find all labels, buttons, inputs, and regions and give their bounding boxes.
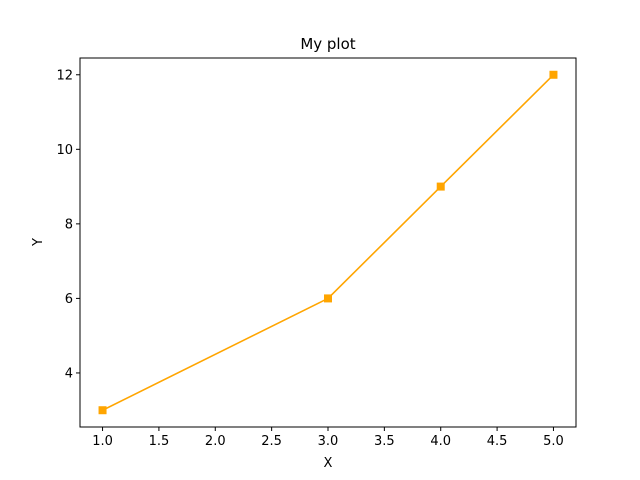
x-tick-label: 4.0: [430, 434, 451, 449]
x-axis-label: X: [324, 456, 333, 471]
plot-area-frame: [79, 57, 577, 428]
chart-title: My plot: [300, 35, 355, 53]
x-tick-label: 3.5: [374, 434, 395, 449]
x-tick-label: 1.5: [149, 434, 170, 449]
x-tick-label: 4.5: [487, 434, 508, 449]
x-tick-label: 2.0: [205, 434, 226, 449]
data-point-marker: [549, 70, 558, 79]
ticks-layer: 1.0 1.5 2.0 2.5 3.0 3.5 4.0 4.5 5.0 4 6 8 10 12: [56, 68, 563, 449]
series-line: [102, 74, 555, 411]
series-layer: [98, 70, 558, 415]
x-tick-label: 5.0: [543, 434, 564, 449]
y-tick-label: 8: [65, 217, 73, 232]
y-tick-label: 4: [65, 366, 73, 381]
data-point-marker: [98, 406, 107, 415]
y-axis-label: Y: [31, 238, 46, 247]
x-tick-label: 2.5: [261, 434, 282, 449]
y-tick-label: 12: [56, 68, 73, 83]
x-tick-label: 1.0: [92, 434, 113, 449]
y-tick-label: 10: [56, 143, 73, 158]
x-tick-label: 3.0: [318, 434, 339, 449]
y-tick-label: 6: [65, 292, 73, 307]
data-point-marker: [324, 294, 332, 303]
data-point-marker: [436, 182, 445, 191]
